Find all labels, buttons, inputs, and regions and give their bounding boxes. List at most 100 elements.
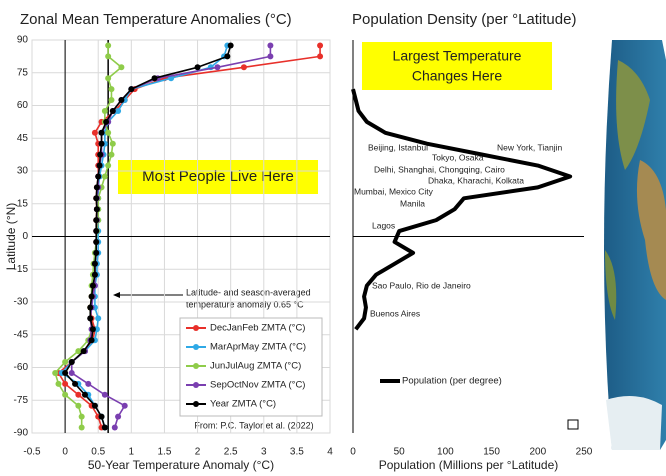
data-point [108,86,114,92]
legend-swatch [193,344,199,350]
y-tick-label: -15 [14,264,29,275]
data-point [102,425,108,431]
data-point [317,53,323,59]
data-point [108,97,114,103]
data-point [89,294,95,300]
data-point [92,272,98,278]
y-axis-label: Latitude (°N) [4,203,18,271]
x-tick-label: 200 [529,447,546,458]
data-point [55,381,61,387]
data-point [214,64,220,70]
city-label: Beijing, Istanbul [368,142,428,152]
data-point [105,53,111,59]
data-point [93,239,99,245]
legend-swatch [193,363,199,369]
data-point [75,403,81,409]
data-point [62,359,68,365]
legend-swatch [193,401,199,407]
data-point [110,141,116,147]
y-tick-label: 75 [17,67,29,78]
chart: Most People Live Here Largest Temperatur… [0,0,666,476]
x-tick-label: 100 [437,447,454,458]
x-tick-label: 50 [394,447,406,458]
x-tick-label: 3.5 [290,447,304,458]
city-label: Mumbai, Mexico City [354,186,434,196]
city-label: Buenos Aires [370,308,420,318]
data-point [69,370,75,376]
data-point [105,75,111,81]
data-point [241,64,247,70]
city-label: New York, Tianjin [497,142,562,152]
data-point [115,108,121,114]
chart-title: Population Density (per °Latitude) [352,11,576,28]
data-point [90,283,96,289]
data-point [317,42,323,48]
data-point [92,130,98,136]
data-point [108,152,114,158]
legend-swatch [193,325,199,331]
annotation: Latitude- and season-averaged [186,287,311,297]
data-point [102,392,108,398]
y-tick-label: -75 [14,395,29,406]
data-point [115,414,121,420]
x-tick-label: 250 [576,447,593,458]
data-point [69,359,75,365]
data-point [87,315,93,321]
data-point [81,348,87,354]
data-point [122,403,128,409]
data-point [228,42,234,48]
legend-label: Population (per degree) [402,376,502,387]
data-point [79,425,85,431]
legend-swatch [193,382,199,388]
annotation: temperature anomaly 0.65 °C [186,299,304,309]
legend-label: SepOctNov ZMTA (°C) [210,380,305,391]
data-point [102,173,108,179]
data-point [99,130,105,136]
data-point [92,261,98,267]
x-axis-label: 50-Year Temperature Anomaly (°C) [88,458,274,472]
data-point [97,152,103,158]
data-point [93,250,99,256]
data-point [79,414,85,420]
data-point [105,163,111,169]
data-point [62,381,68,387]
data-point [82,392,88,398]
icon [568,420,578,429]
city-label: Delhi, Shanghai, Chongqing, Cairo [374,164,505,174]
data-point [85,381,91,387]
city-label: Sao Paulo, Rio de Janeiro [372,280,471,290]
data-point [87,304,93,310]
x-tick-label: 1.5 [157,447,171,458]
city-label: Lagos [372,220,395,230]
y-tick-label: 15 [17,198,29,209]
x-axis-label: Population (Millions per °Latitude) [379,458,559,472]
data-point [224,53,230,59]
x-tick-label: 2.5 [224,447,238,458]
legend-label: MarAprMay ZMTA (°C) [210,342,306,353]
legend-label: JunJulAug ZMTA (°C) [210,361,301,372]
city-label: Dhaka, Kharachi, Kolkata [428,175,524,185]
y-tick-label: 60 [17,100,29,111]
data-point [62,392,68,398]
data-point [97,163,103,169]
data-point [94,206,100,212]
data-point [94,184,100,190]
source: From: P.C. Taylor et al. (2022) [194,420,313,430]
data-point [72,381,78,387]
data-point [95,173,101,179]
callout: Changes Here [412,68,502,84]
series-line [353,89,570,329]
x-tick-label: 150 [483,447,500,458]
x-tick-label: 2 [195,447,201,458]
y-tick-label: -90 [14,428,29,439]
chart-title: Zonal Mean Temperature Anomalies (°C) [20,11,292,28]
legend-label: DecJanFeb ZMTA (°C) [210,323,305,334]
y-tick-label: 0 [22,231,28,242]
x-tick-label: 1 [129,447,135,458]
data-point [52,370,58,376]
data-point [93,228,99,234]
y-tick-label: 90 [17,35,29,46]
data-point [118,97,124,103]
data-point [267,53,273,59]
y-tick-label: -45 [14,329,29,340]
